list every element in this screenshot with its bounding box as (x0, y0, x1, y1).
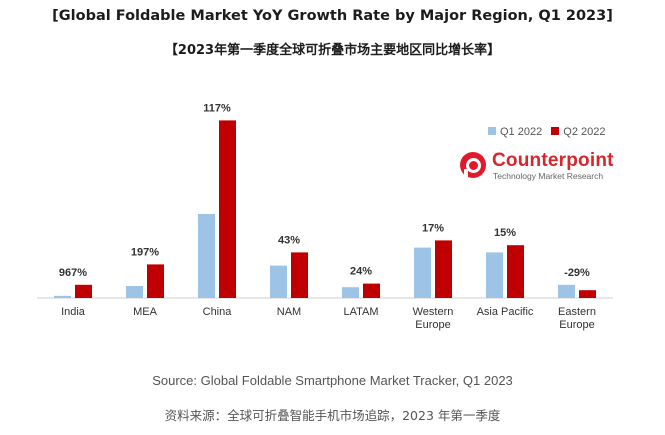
counterpoint-logo: Counterpoint Technology Market Research (460, 150, 630, 186)
x-tick-label: Asia Pacific (477, 306, 534, 318)
bar-q2-2022 (507, 245, 524, 298)
legend-swatch-q2 (551, 127, 560, 135)
bar-q2-2022 (579, 290, 596, 298)
logo-name: Counterpoint (492, 150, 614, 171)
bar-q1-2022 (270, 265, 287, 298)
bar-q2-2022 (291, 252, 308, 298)
x-tick-label: India (61, 306, 86, 318)
bar-q2-2022 (147, 264, 164, 298)
data-label: 15% (494, 227, 516, 239)
data-label: 967% (59, 267, 87, 279)
bar-q1-2022 (54, 295, 71, 298)
bar-q1-2022 (414, 247, 431, 298)
x-tick-label: Western Europe (413, 306, 454, 331)
data-label: 197% (131, 246, 159, 258)
legend-label-q1: Q1 2022 (500, 126, 543, 138)
logo-tagline: Technology Market Research (493, 171, 604, 181)
legend-label-q2: Q2 2022 (563, 126, 606, 138)
source-note-english: Source: Global Foldable Smartphone Marke… (152, 373, 513, 388)
bar-q2-2022 (363, 283, 380, 298)
data-label: 117% (203, 102, 231, 114)
bar-q2-2022 (75, 284, 92, 298)
chart-title: [Global Foldable Market YoY Growth Rate … (52, 8, 613, 24)
legend-item-q1: Q1 2022 (488, 126, 542, 138)
bar-q1-2022 (198, 214, 215, 298)
legend-swatch-q1 (488, 127, 496, 135)
chart-subtitle: 【2023年第一季度全球可折叠市场主要地区同比增长率】 (164, 43, 501, 58)
legend-item-q2: Q2 2022 (551, 126, 605, 138)
x-tick-label: MEA (133, 306, 158, 318)
bar-q1-2022 (126, 286, 143, 298)
bar-q2-2022 (219, 120, 236, 299)
x-tick-label: LATAM (343, 306, 378, 318)
source-note-chinese: 资料来源：全球可折叠智能手机市场追踪，2023 年第一季度 (164, 408, 501, 423)
bar-q2-2022 (435, 240, 452, 298)
bar-q1-2022 (558, 284, 575, 298)
x-tick-label: China (203, 306, 233, 318)
x-tick-label: NAM (277, 306, 301, 318)
bar-q1-2022 (342, 287, 359, 298)
data-label: 24% (350, 266, 372, 278)
x-tick-label: Eastern Europe (558, 306, 596, 331)
chart-legend: Q1 2022 Q2 2022 (488, 126, 611, 138)
data-label: -29% (564, 267, 590, 279)
bar-q1-2022 (486, 252, 503, 298)
data-label: 43% (278, 234, 300, 246)
data-label: 17% (422, 222, 444, 234)
counterpoint-logo-icon (460, 152, 486, 178)
